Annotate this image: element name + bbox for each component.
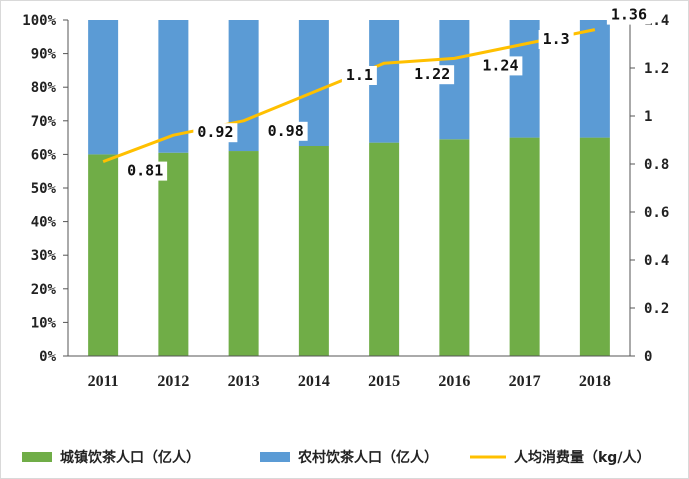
left-tick-label: 60% — [31, 147, 57, 163]
bar-rural-2011 — [88, 20, 119, 155]
bar-rural-2018 — [579, 20, 610, 138]
left-tick-label: 30% — [31, 248, 57, 264]
bar-rural-2012 — [158, 20, 189, 153]
left-tick-label: 100% — [22, 13, 56, 29]
data-label: 0.92 — [197, 123, 233, 141]
data-label: 0.81 — [127, 162, 163, 180]
x-tick-label: 2017 — [509, 373, 541, 390]
bar-urban-2012 — [158, 152, 189, 356]
x-tick-label: 2014 — [298, 373, 330, 390]
bar-urban-2016 — [439, 139, 470, 356]
data-label-bg — [538, 30, 574, 49]
bar-urban-2011 — [88, 154, 119, 356]
legend: 城镇饮茶人口（亿人） 农村饮茶人口（亿人） 人均消费量（kg/人） — [22, 449, 650, 466]
bar-urban-2014 — [298, 146, 329, 356]
right-tick-label: 0.2 — [644, 301, 669, 317]
left-tick-label: 80% — [31, 80, 57, 96]
data-label-bg — [263, 121, 308, 141]
left-tick-label: 10% — [31, 315, 57, 331]
bar-urban-2017 — [509, 137, 540, 356]
x-tick-label: 2013 — [228, 373, 260, 390]
legend-label: 人均消费量（kg/人） — [514, 449, 650, 466]
legend-label: 城镇饮茶人口（亿人） — [60, 449, 200, 466]
data-label: 1.1 — [346, 66, 373, 84]
data-label: 1.3 — [543, 30, 570, 48]
x-tick-label: 2016 — [438, 373, 470, 390]
bar-urban-2013 — [228, 151, 259, 356]
data-label: 1.36 — [611, 6, 647, 24]
labels-layer: 0.81 0.92 0.98 1.1 1.22 1.24 1.3 1.36 — [123, 5, 651, 181]
data-label-bg — [123, 161, 168, 181]
bar-rural-2017 — [509, 20, 540, 138]
right-tick-label: 1.2 — [644, 61, 669, 77]
right-tick-label: 0.6 — [644, 205, 669, 221]
data-label: 1.22 — [414, 65, 450, 83]
right-tick-label: 0.8 — [644, 157, 669, 173]
axes-layer: 0% 10% 20% 30% 40% 50% 60% 70% 80% 90% 100% 0 0.2 0.4… — [22, 13, 669, 390]
right-tick-label: 0 — [644, 349, 652, 365]
left-tick-label: 0% — [39, 349, 56, 365]
data-label-bg — [606, 5, 651, 25]
x-tick-label: 2018 — [579, 373, 611, 390]
data-label-bg — [193, 123, 238, 143]
bar-urban-2018 — [579, 137, 610, 356]
left-tick-label: 90% — [31, 47, 57, 63]
legend-label: 农村饮茶人口（亿人） — [297, 449, 438, 466]
data-label-bg — [341, 66, 377, 85]
right-tick-label: 0.4 — [644, 253, 669, 269]
legend-swatch-rural — [260, 452, 290, 462]
x-tick-label: 2015 — [368, 373, 400, 390]
left-tick-label: 20% — [31, 282, 57, 298]
data-label: 1.24 — [482, 56, 518, 74]
x-tick-label: 2012 — [157, 373, 189, 390]
right-tick-label: 1 — [644, 109, 652, 125]
left-tick-label: 50% — [31, 181, 57, 197]
x-tick-label: 2011 — [88, 373, 119, 390]
legend-swatch-urban — [22, 452, 52, 462]
data-label: 0.98 — [268, 122, 304, 140]
left-tick-label: 40% — [31, 215, 57, 231]
data-label-bg — [410, 65, 455, 85]
left-tick-label: 70% — [31, 114, 57, 130]
bar-urban-2015 — [369, 142, 400, 356]
data-label-bg — [478, 56, 523, 76]
